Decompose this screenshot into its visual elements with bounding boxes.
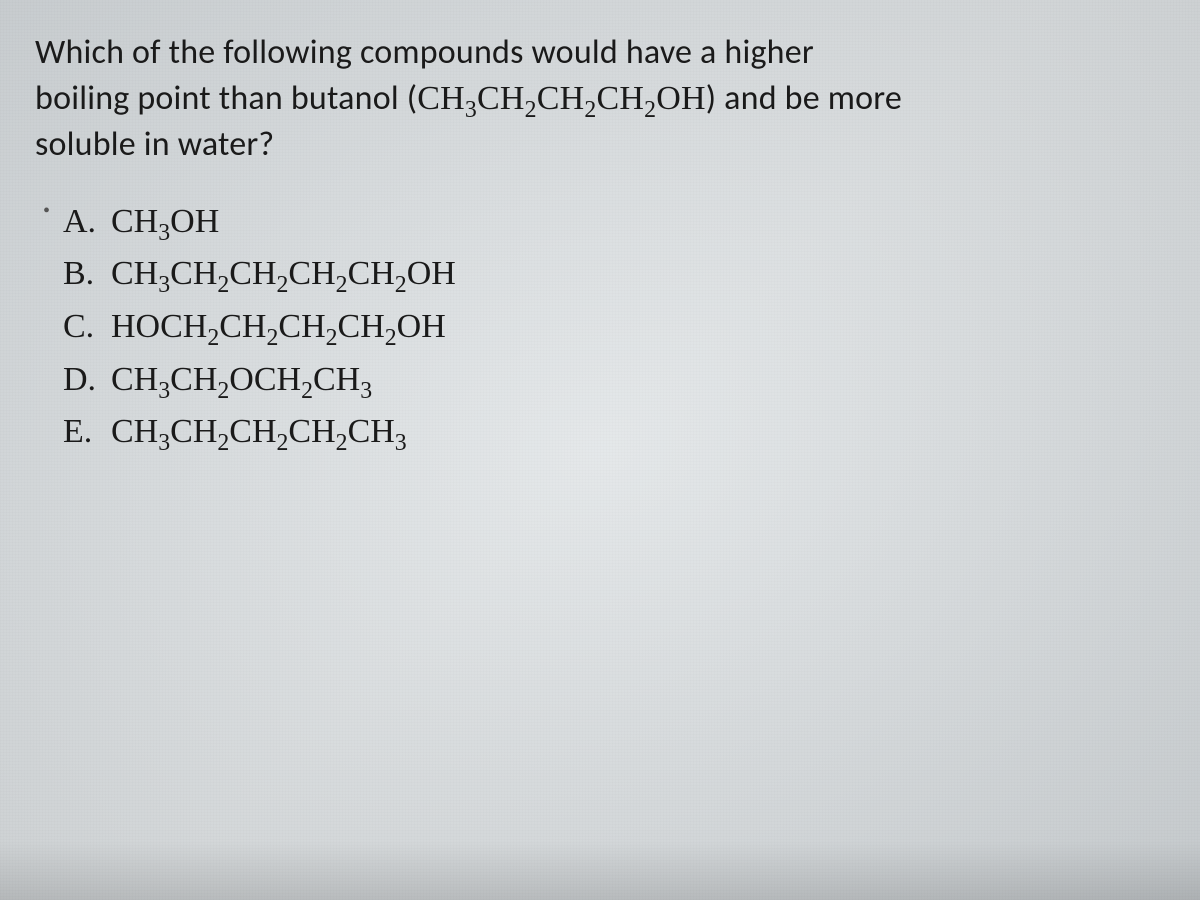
- option-e[interactable]: E.CH3CH2CH2CH2CH3: [63, 406, 1165, 459]
- question-line3: soluble in water?: [35, 124, 274, 165]
- bottom-shadow: [0, 840, 1200, 900]
- option-letter: B.: [63, 248, 111, 301]
- question-line2-prefix: boiling point than butanol (: [35, 78, 417, 119]
- butanol-formula: CH3CH2CH2CH2OH: [417, 80, 706, 117]
- option-formula: CH3OH: [111, 196, 219, 249]
- option-letter: C.: [63, 301, 111, 354]
- option-b[interactable]: B.CH3CH2CH2CH2CH2OH: [63, 248, 1165, 301]
- question-line1: Which of the following compounds would h…: [35, 32, 814, 73]
- question-stem: Which of the following compounds would h…: [35, 30, 1165, 168]
- options-container: • A.CH3OHB.CH3CH2CH2CH2CH2OHC.HOCH2CH2CH…: [35, 196, 1165, 459]
- option-letter: D.: [63, 354, 111, 407]
- option-d[interactable]: D.CH3CH2OCH2CH3: [63, 354, 1165, 407]
- bullet-decorator: •: [43, 200, 50, 223]
- options-list: A.CH3OHB.CH3CH2CH2CH2CH2OHC.HOCH2CH2CH2C…: [63, 196, 1165, 459]
- option-formula: CH3CH2CH2CH2CH3: [111, 406, 407, 459]
- option-formula: CH3CH2CH2CH2CH2OH: [111, 248, 456, 301]
- option-formula: HOCH2CH2CH2CH2OH: [111, 301, 446, 354]
- option-formula: CH3CH2OCH2CH3: [111, 354, 372, 407]
- question-line2-suffix: ) and be more: [706, 78, 902, 119]
- question-block: Which of the following compounds would h…: [35, 30, 1165, 459]
- option-letter: A.: [63, 196, 111, 249]
- option-a[interactable]: A.CH3OH: [63, 196, 1165, 249]
- option-letter: E.: [63, 406, 111, 459]
- option-c[interactable]: C.HOCH2CH2CH2CH2OH: [63, 301, 1165, 354]
